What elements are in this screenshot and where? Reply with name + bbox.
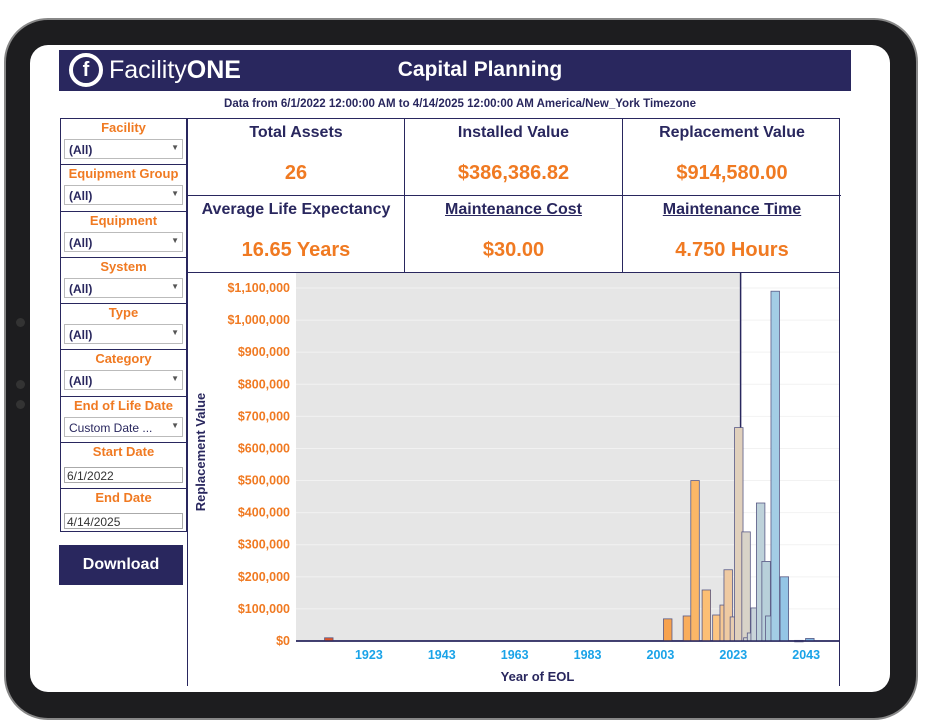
kpi-average-life-expectancy: Average Life Expectancy 16.65 Years [188,196,405,274]
side-button [16,400,25,409]
kpi-total-assets: Total Assets 26 [188,119,405,196]
kpi-label: Average Life Expectancy [201,201,391,218]
filter-label: System [100,258,147,274]
kpi-label: Replacement Value [659,124,805,141]
dropdown-arrow-icon: ▼ [171,143,179,152]
eol-chart: $0 $100,000 $200,000 $300,000 $400,000 $500,0… [187,273,840,686]
x-axis-title: Year of EOL [501,669,575,684]
logo-text-bold: ONE [186,55,241,84]
y-tick-label: $1,000,000 [227,313,290,327]
dropdown-arrow-icon: ▼ [171,328,179,338]
bar [741,531,751,642]
y-tick-label: $600,000 [238,441,290,455]
type-dropdown[interactable]: (All) ▼ [64,324,183,345]
filter-panel: Facility (All) ▼ Equipment Group (All) ▼ Equ… [60,118,187,533]
logo-text: Facility [109,55,187,84]
eol-bar-chart: $0 $100,000 $200,000 $300,000 $400,000 $500,0… [193,273,839,684]
x-tick-label: 2003 [647,648,675,662]
filter-equipment-group: Equipment Group (All) ▼ [60,164,187,211]
dropdown-arrow-icon: ▼ [171,374,179,384]
facility-dropdown[interactable]: (All) ▼ [64,139,183,159]
system-dropdown[interactable]: (All) ▼ [64,277,183,298]
filter-start-date: Start Date 6/1/2022 [60,442,187,489]
filter-label: Start Date [92,444,155,460]
bar [770,290,780,642]
bar [779,576,789,642]
y-tick-label: $1,100,000 [227,281,290,295]
past-period-shade [296,273,741,641]
equipment-dropdown[interactable]: (All) ▼ [64,231,183,252]
equipment-group-dropdown[interactable]: (All) ▼ [64,185,183,206]
filter-equipment: Equipment (All) ▼ [60,210,187,257]
kpi-value: 4.750 Hours [675,239,789,261]
kpi-label: Total Assets [249,124,343,141]
dropdown-arrow-icon: ▼ [171,281,179,291]
kpi-label: Installed Value [457,124,570,141]
start-date-input[interactable]: 6/1/2022 [64,467,183,484]
y-tick-label: $100,000 [238,602,290,616]
kpi-maintenance-cost[interactable]: Maintenance Cost $30.00 [405,196,623,274]
page-title: Capital Planning [397,58,563,81]
side-button [16,318,25,327]
x-tick-label: 1923 [355,648,383,662]
date-range-subtitle: Data from 6/1/2022 12:00:00 AM to 4/14/2… [224,98,696,110]
filter-label: Equipment [89,212,158,228]
end-date-input[interactable]: 4/14/2025 [64,513,183,530]
kpi-value: 16.65 Years [241,239,351,261]
filter-label: End of Life Date [74,397,173,413]
y-tick-label: $200,000 [238,570,290,584]
filter-system: System (All) ▼ [60,256,187,304]
bar [701,589,711,642]
x-tick-label: 1943 [428,648,456,662]
y-tick-label: $900,000 [238,345,290,359]
facilityone-logo: f FacilityONE [69,53,241,87]
filter-facility: Facility (All) ▼ [60,118,187,165]
filter-label: Facility [101,120,146,135]
kpi-value: $386,386.82 [457,162,570,184]
end-of-life-date-dropdown[interactable]: Custom Date ... ▼ [64,416,183,437]
filter-end-date: End Date 4/14/2025 [60,488,187,533]
side-button [16,380,25,389]
kpi-value: $30.00 [482,239,545,261]
filter-label: Type [108,305,139,321]
filter-label: Category [95,351,152,367]
download-button[interactable]: Download [59,545,183,585]
y-tick-label: $0 [276,634,290,648]
kpi-installed-value: Installed Value $386,386.82 [405,119,623,196]
bar [663,618,673,642]
header-bar: f FacilityONE Capital Planning [59,50,851,91]
y-tick-label: $300,000 [238,538,290,552]
kpi-maintenance-time[interactable]: Maintenance Time 4.750 Hours [623,196,841,274]
kpi-replacement-value: Replacement Value $914,580.00 [623,119,841,196]
logo-mark-icon: f [69,53,103,87]
y-axis-title: Replacement Value [193,393,208,512]
dropdown-arrow-icon: ▼ [171,420,179,430]
maintenance-time-link[interactable]: Maintenance Time [662,201,802,218]
x-tick-label: 1983 [574,648,602,662]
filter-label: End Date [95,490,152,506]
category-dropdown[interactable]: (All) ▼ [64,370,183,391]
y-tick-label: $700,000 [238,409,290,423]
bar [682,615,693,642]
kpi-value: $914,580.00 [676,162,788,184]
dropdown-arrow-icon: ▼ [171,189,179,199]
x-tick-label: 1963 [501,648,529,662]
kpi-grid: Total Assets 26 Installed Value $386,386.8… [187,118,841,274]
filter-category: Category (All) ▼ [60,349,187,396]
x-tick-label: 2043 [792,648,820,662]
y-tick-label: $800,000 [238,377,290,391]
x-tick-label: 2023 [719,648,747,662]
filter-end-of-life-date: End of Life Date Custom Date ... ▼ [60,395,187,443]
filter-label: Equipment Group [68,166,179,182]
bar [690,480,700,642]
y-tick-label: $400,000 [238,506,290,520]
maintenance-cost-link[interactable]: Maintenance Cost [445,201,582,218]
kpi-value: 26 [284,162,308,184]
dropdown-arrow-icon: ▼ [171,235,179,245]
y-tick-label: $500,000 [238,474,290,488]
screen: f FacilityONE Capital Planning Data from… [30,45,890,692]
filter-type: Type (All) ▼ [60,303,187,350]
